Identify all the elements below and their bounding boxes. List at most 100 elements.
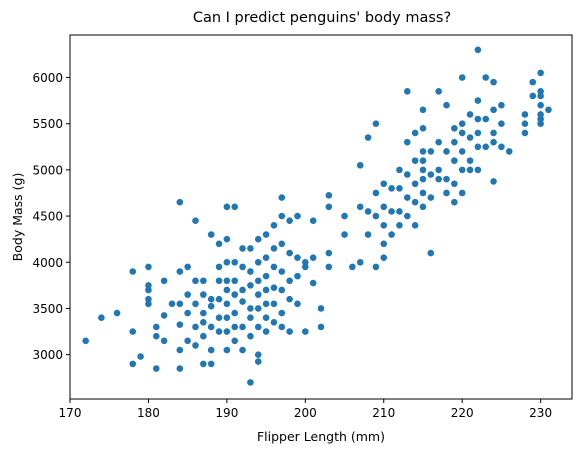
data-point bbox=[309, 254, 317, 261]
data-point bbox=[309, 279, 317, 287]
data-point bbox=[317, 323, 325, 331]
data-point bbox=[286, 328, 293, 335]
x-tick-label: 170 bbox=[59, 406, 82, 420]
data-point bbox=[192, 342, 199, 349]
data-point bbox=[184, 291, 191, 298]
data-point bbox=[254, 351, 262, 358]
data-point bbox=[262, 286, 270, 294]
x-tick-label: 230 bbox=[529, 406, 552, 420]
data-point bbox=[286, 249, 293, 257]
data-point bbox=[356, 161, 364, 169]
data-point bbox=[270, 245, 278, 252]
data-point bbox=[451, 180, 458, 188]
data-point bbox=[247, 268, 254, 275]
x-axis: 170 180 190 200 210 220 230 bbox=[59, 399, 552, 420]
data-point bbox=[474, 143, 482, 151]
data-point bbox=[223, 346, 231, 354]
data-point bbox=[184, 337, 191, 345]
data-point bbox=[82, 337, 89, 345]
data-point bbox=[184, 263, 191, 271]
data-point bbox=[254, 258, 262, 266]
data-point bbox=[451, 198, 458, 206]
data-point bbox=[176, 300, 184, 308]
data-point bbox=[247, 314, 254, 322]
data-point bbox=[490, 78, 497, 86]
data-point bbox=[278, 323, 286, 331]
data-point bbox=[247, 379, 254, 386]
data-point bbox=[223, 286, 231, 294]
y-tick-label: 5000 bbox=[32, 163, 63, 177]
data-point bbox=[349, 263, 356, 271]
data-point bbox=[490, 129, 497, 137]
data-point bbox=[192, 277, 199, 285]
data-point bbox=[223, 300, 231, 308]
data-point bbox=[176, 321, 184, 328]
data-point bbox=[254, 358, 262, 365]
data-point bbox=[192, 217, 199, 224]
data-point bbox=[388, 185, 395, 192]
data-point bbox=[247, 282, 254, 289]
x-tick-label: 200 bbox=[294, 406, 317, 420]
data-point bbox=[247, 305, 254, 312]
data-point bbox=[294, 272, 301, 280]
data-point bbox=[372, 189, 380, 197]
data-point bbox=[458, 148, 466, 155]
data-point bbox=[231, 258, 239, 266]
data-point bbox=[254, 323, 262, 331]
data-point bbox=[231, 337, 239, 345]
data-point bbox=[145, 263, 152, 271]
data-point bbox=[160, 337, 168, 345]
data-point bbox=[254, 305, 262, 312]
data-point bbox=[239, 346, 246, 354]
data-point bbox=[98, 314, 105, 322]
data-point bbox=[419, 166, 427, 174]
data-point bbox=[380, 240, 388, 248]
x-axis-label: Flipper Length (mm) bbox=[257, 429, 385, 444]
data-point bbox=[129, 360, 137, 368]
data-point bbox=[207, 360, 215, 368]
data-point bbox=[215, 295, 223, 303]
data-point bbox=[152, 365, 160, 372]
data-point bbox=[247, 332, 254, 340]
data-point bbox=[239, 286, 246, 294]
data-point bbox=[498, 101, 505, 109]
data-point bbox=[223, 277, 231, 285]
data-point bbox=[200, 291, 207, 298]
y-axis: 3000 3500 4000 4500 5000 5500 6000 bbox=[32, 71, 70, 362]
data-point bbox=[411, 222, 419, 229]
data-point bbox=[372, 120, 380, 127]
data-point bbox=[537, 88, 544, 95]
data-point bbox=[254, 235, 262, 243]
data-point bbox=[396, 166, 403, 174]
data-point bbox=[223, 203, 231, 211]
data-point bbox=[466, 134, 474, 141]
data-point bbox=[380, 203, 388, 211]
data-point bbox=[286, 295, 293, 303]
data-point bbox=[325, 191, 333, 199]
data-point bbox=[239, 245, 246, 252]
data-point bbox=[270, 284, 278, 291]
data-point bbox=[458, 74, 466, 81]
y-tick-label: 4000 bbox=[32, 256, 63, 270]
data-point bbox=[270, 222, 278, 229]
data-point bbox=[152, 332, 160, 340]
data-point bbox=[482, 143, 490, 151]
x-tick-label: 190 bbox=[215, 406, 238, 420]
data-point bbox=[176, 346, 184, 354]
data-point bbox=[278, 286, 286, 294]
data-point bbox=[537, 111, 544, 118]
data-point bbox=[474, 46, 482, 54]
data-point bbox=[129, 328, 137, 335]
data-point bbox=[356, 258, 364, 266]
data-point bbox=[482, 74, 490, 81]
data-point bbox=[200, 277, 207, 285]
data-point bbox=[443, 101, 450, 109]
data-point bbox=[278, 212, 286, 220]
data-point bbox=[286, 277, 293, 285]
data-point bbox=[223, 235, 231, 243]
y-tick-label: 6000 bbox=[32, 71, 63, 85]
data-point bbox=[474, 166, 482, 174]
data-point bbox=[176, 198, 184, 206]
data-point bbox=[262, 254, 270, 261]
